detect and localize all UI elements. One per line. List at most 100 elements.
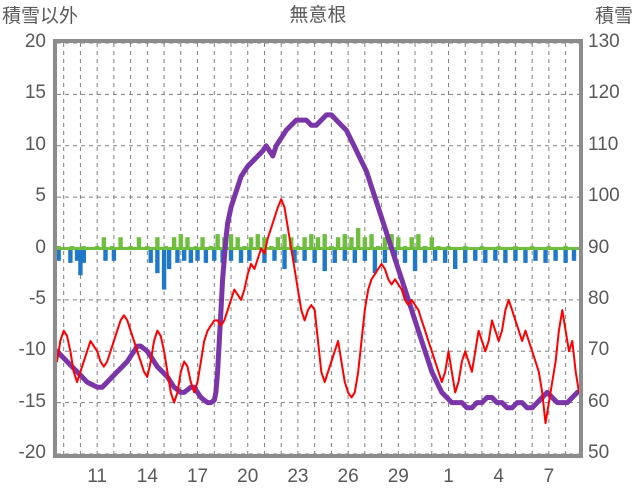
precip-positive-bar <box>235 237 240 249</box>
y-axis-right-tick-label: 70 <box>588 339 610 361</box>
y-axis-right-tick-label: 60 <box>588 390 610 412</box>
snow-depth-line <box>57 112 579 411</box>
y-axis-right-tick-label: 90 <box>588 236 610 258</box>
precip-negative-bar <box>74 248 80 261</box>
precip-negative-bar <box>463 248 468 263</box>
precip-positive-bar <box>255 234 260 249</box>
precip-positive-bar <box>171 237 177 249</box>
precip-negative-bar <box>175 248 180 263</box>
x-axis-tick-label: 26 <box>337 466 359 487</box>
y-axis-left-tick-label: 0 <box>35 236 46 258</box>
precip-negative-bar <box>262 248 267 263</box>
precip-positive-bar <box>355 227 361 249</box>
precip-positive-bar <box>362 237 368 249</box>
left-axis-title: 積雪以外 <box>2 6 79 27</box>
precip-negative-bar <box>483 248 488 263</box>
x-axis-tick-label: 17 <box>186 466 209 487</box>
y-axis-left-tick-label: 20 <box>24 31 46 52</box>
precip-positive-bar <box>185 237 190 249</box>
precip-negative-bar <box>103 248 108 261</box>
y-axis-right-tick-label: 50 <box>588 442 610 463</box>
precip-negative-bar <box>553 248 558 261</box>
precip-negative-bar <box>57 248 61 261</box>
precip-negative-bar <box>282 248 287 270</box>
precip-positive-bar <box>248 237 254 249</box>
precip-negative-bar <box>292 248 297 263</box>
y-axis-right-tick-label: 120 <box>588 82 620 104</box>
y-axis-left-tick-label: -5 <box>29 287 46 309</box>
plot-area <box>57 43 579 454</box>
precip-positive-bar <box>282 234 287 249</box>
precip-negative-bar <box>543 248 548 263</box>
precip-negative-bar <box>212 248 217 261</box>
precip-positive-bar <box>429 237 434 249</box>
precip-negative-bar <box>533 248 538 261</box>
precip-negative-bar <box>362 248 368 261</box>
precip-negative-bar <box>312 248 317 263</box>
precip-negative-bar <box>332 248 337 263</box>
precip-positive-bar <box>342 234 347 249</box>
precip-positive-bar <box>178 234 184 249</box>
precip-positive-bar <box>309 234 314 249</box>
y-axis-left-tick-label: 5 <box>35 185 46 207</box>
precip-negative-bar <box>513 248 518 261</box>
precip-negative-bar <box>442 248 448 263</box>
precip-negative-bar <box>247 248 252 261</box>
precip-positive-bar <box>262 237 267 249</box>
precip-positive-bar <box>228 234 234 249</box>
y-axis-left-tick-label: 10 <box>24 133 46 155</box>
precip-negative-bar <box>203 248 209 263</box>
precip-negative-bar <box>228 248 234 261</box>
y-axis-left-tick-label: 15 <box>24 82 46 104</box>
precip-positive-bar <box>349 237 354 249</box>
precip-negative-bar <box>238 248 244 263</box>
precip-negative-bar <box>382 248 388 263</box>
y-axis-left-tick-label: -10 <box>18 339 46 361</box>
precip-positive-bar <box>302 237 307 249</box>
x-axis-tick-label: 4 <box>493 466 504 487</box>
precip-negative-bar <box>372 248 378 274</box>
precip-negative-bar <box>195 248 200 261</box>
precip-positive-bar <box>136 237 142 249</box>
y-axis-left-tick-label: -15 <box>18 390 46 412</box>
precip-positive-bar <box>409 237 414 249</box>
x-axis-tick-label: 7 <box>543 466 555 487</box>
chart-title: 無意根 <box>289 5 347 26</box>
x-axis-tick-label: 29 <box>387 466 409 487</box>
y-axis-right-tick-label: 80 <box>588 287 610 309</box>
precip-positive-bar <box>315 237 321 249</box>
precip-negative-bar <box>432 248 438 261</box>
precip-negative-bar <box>473 248 478 261</box>
precip-negative-bar <box>155 248 160 274</box>
y-axis-left-tick-label: -20 <box>18 442 46 463</box>
precip-negative-bar <box>352 248 358 263</box>
precip-negative-bar <box>111 248 117 261</box>
precip-positive-bar <box>416 234 421 249</box>
precip-negative-bar <box>302 248 307 261</box>
precip-positive-bar <box>396 237 401 249</box>
precip-negative-bar <box>78 248 83 276</box>
precip-negative-bar <box>181 248 187 261</box>
precip-negative-bar <box>563 248 568 263</box>
precip-positive-bar <box>118 237 123 249</box>
precip-positive-bar <box>215 234 220 249</box>
precip-positive-bar <box>155 237 160 249</box>
precip-negative-bar <box>412 248 418 272</box>
precip-positive-bar <box>275 237 281 249</box>
precip-negative-bar <box>571 248 577 261</box>
precip-positive-bar <box>335 237 341 249</box>
precip-negative-bar <box>402 248 408 263</box>
precip-positive-bar <box>369 234 374 249</box>
precip-negative-bar <box>272 248 277 261</box>
precip-negative-bar <box>166 248 172 270</box>
precip-negative-bar <box>68 248 73 263</box>
precip-positive-bar <box>382 237 388 249</box>
precip-negative-bar <box>161 248 167 290</box>
precip-positive-bar <box>101 237 107 249</box>
precip-negative-bar <box>322 248 327 272</box>
y-axis-right-tick-label: 100 <box>588 185 620 207</box>
x-axis-tick-label: 11 <box>87 466 107 487</box>
precip-negative-bar <box>188 248 194 263</box>
precip-negative-bar <box>493 248 498 261</box>
